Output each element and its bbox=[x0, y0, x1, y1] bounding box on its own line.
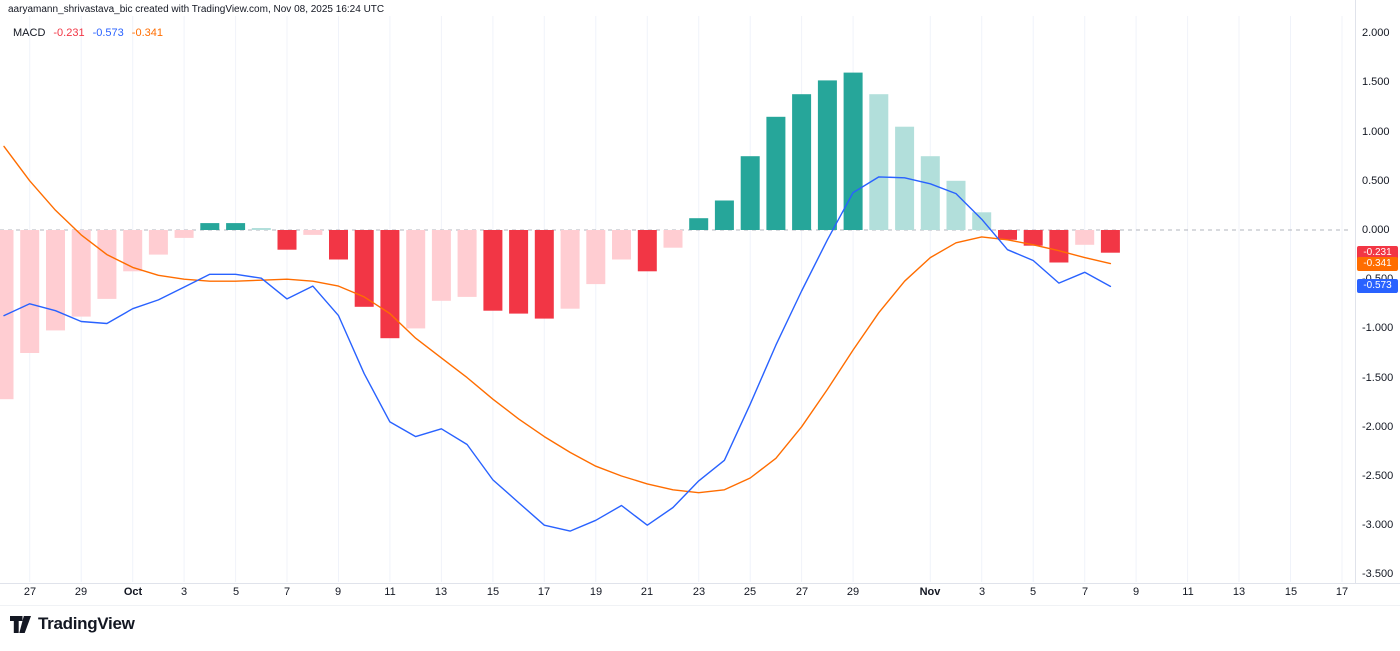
histogram-bar bbox=[71, 230, 91, 317]
histogram-bar bbox=[612, 230, 631, 260]
histogram-bar bbox=[740, 156, 760, 230]
price-label: -0.231 bbox=[1357, 245, 1398, 260]
histogram-bar bbox=[637, 230, 657, 272]
histogram-bar bbox=[406, 230, 426, 329]
y-axis-label: -1.500 bbox=[1362, 371, 1394, 384]
histogram-bar bbox=[920, 156, 940, 230]
x-axis-label: 29 bbox=[74, 586, 88, 598]
price-label: -0.341 bbox=[1357, 256, 1398, 271]
attribution-text: aaryamann_shrivastava_bic created with T… bbox=[8, 4, 385, 15]
histogram-bar bbox=[946, 180, 966, 230]
y-axis-label: 1.000 bbox=[1362, 125, 1390, 138]
histogram-bar bbox=[97, 230, 117, 299]
histogram-bar bbox=[174, 230, 194, 238]
histogram-bar bbox=[586, 230, 606, 285]
x-axis-label: 3 bbox=[978, 586, 986, 598]
price-axis-border bbox=[1355, 0, 1356, 583]
histogram-bar bbox=[689, 218, 709, 230]
price-label: -0.573 bbox=[1357, 279, 1398, 294]
x-axis-label: 17 bbox=[537, 586, 551, 598]
x-axis-label: 9 bbox=[334, 586, 342, 598]
signal-line bbox=[3, 145, 1112, 494]
indicator-legend: MACD -0.231 -0.573 -0.341 bbox=[13, 27, 163, 39]
y-axis-label: 0.000 bbox=[1362, 224, 1390, 236]
histogram-bar bbox=[431, 230, 451, 301]
histogram-bar bbox=[226, 223, 246, 230]
y-axis-label: -3.500 bbox=[1362, 568, 1394, 581]
x-axis-label: 13 bbox=[1232, 586, 1246, 598]
x-axis-label: Oct bbox=[123, 586, 143, 598]
time-axis-border bbox=[0, 583, 1400, 584]
histogram-bar bbox=[1075, 230, 1095, 245]
x-axis-label: 5 bbox=[1029, 586, 1037, 598]
macd-line bbox=[3, 176, 1112, 532]
y-axis-label: 1.500 bbox=[1362, 76, 1390, 89]
histogram-bar bbox=[148, 230, 168, 255]
histogram-bar bbox=[714, 200, 734, 230]
x-axis-label: Nov bbox=[919, 586, 941, 598]
y-axis-label: -3.000 bbox=[1362, 519, 1394, 532]
x-axis-label: 25 bbox=[743, 586, 757, 598]
tradingview-logo-icon bbox=[10, 615, 31, 633]
x-axis-label: 15 bbox=[486, 586, 500, 598]
x-axis-label: 7 bbox=[283, 586, 291, 598]
y-axis-label: 0.500 bbox=[1362, 174, 1390, 187]
tradingview-logo-text: TradingView bbox=[38, 614, 135, 633]
macd-chart-canvas[interactable] bbox=[0, 0, 1400, 605]
histogram-bar bbox=[869, 94, 889, 230]
y-axis-label: -2.000 bbox=[1362, 420, 1394, 433]
x-axis-label: 21 bbox=[640, 586, 654, 598]
indicator-name[interactable]: MACD bbox=[13, 27, 46, 39]
histogram-bar bbox=[329, 230, 348, 260]
histogram-bar bbox=[123, 230, 143, 272]
histogram-bar bbox=[534, 230, 554, 319]
x-axis-label: 29 bbox=[846, 586, 860, 598]
histogram-bar bbox=[766, 116, 786, 230]
x-axis-label: 27 bbox=[23, 586, 37, 598]
histogram-bar bbox=[483, 230, 503, 311]
y-axis-label: -1.000 bbox=[1362, 322, 1394, 335]
histogram-bar bbox=[303, 230, 323, 235]
histogram-bar bbox=[998, 230, 1017, 240]
histogram-bar bbox=[277, 230, 297, 250]
widget-bottom-border bbox=[0, 605, 1400, 606]
histogram-bar bbox=[1100, 230, 1120, 253]
histogram-bar bbox=[792, 94, 812, 230]
histogram-bar bbox=[251, 228, 271, 230]
x-axis-label: 23 bbox=[692, 586, 706, 598]
legend-signal-value: -0.341 bbox=[131, 27, 163, 39]
histogram-bar bbox=[843, 72, 863, 230]
x-axis-label: 7 bbox=[1081, 586, 1089, 598]
x-axis-label: 9 bbox=[1132, 586, 1140, 598]
histogram-bar bbox=[663, 230, 683, 248]
histogram-bar bbox=[380, 230, 400, 339]
x-axis-label: 3 bbox=[180, 586, 188, 598]
tradingview-logo[interactable]: TradingView bbox=[10, 614, 135, 634]
histogram-bar bbox=[46, 230, 65, 331]
legend-histogram-value: -0.231 bbox=[53, 27, 85, 39]
x-axis-label: 27 bbox=[795, 586, 809, 598]
histogram-bar bbox=[457, 230, 477, 297]
histogram-bar bbox=[20, 230, 40, 353]
histogram-bar bbox=[1049, 230, 1069, 263]
x-axis-label: 11 bbox=[384, 586, 396, 598]
histogram-bar bbox=[200, 223, 220, 230]
x-axis-label: 15 bbox=[1284, 586, 1298, 598]
x-axis-label: 5 bbox=[232, 586, 240, 598]
time-axis[interactable]: 27 29 Oct 3 5 7 9 11 13 15 17 19 21 23 25 27 29 Nov 3 5 7 9 11… bbox=[0, 584, 1356, 604]
histogram-bar bbox=[817, 80, 837, 231]
y-axis-label: 2.000 bbox=[1362, 27, 1390, 40]
histogram-bar bbox=[560, 230, 580, 309]
x-axis-label: 19 bbox=[589, 586, 603, 598]
y-axis-label: -2.500 bbox=[1362, 470, 1394, 482]
histogram-bar bbox=[354, 230, 374, 307]
histogram-bar bbox=[509, 230, 529, 314]
price-axis[interactable]: 2.0001.5001.0000.5000.000-0.500-1.000-1.… bbox=[1356, 0, 1400, 583]
x-axis-label: 17 bbox=[1335, 586, 1349, 598]
x-axis-label: 13 bbox=[434, 586, 448, 598]
histogram-bar bbox=[1023, 230, 1043, 246]
legend-macd-value: -0.573 bbox=[92, 27, 124, 39]
x-axis-label: 11 bbox=[1182, 586, 1194, 598]
